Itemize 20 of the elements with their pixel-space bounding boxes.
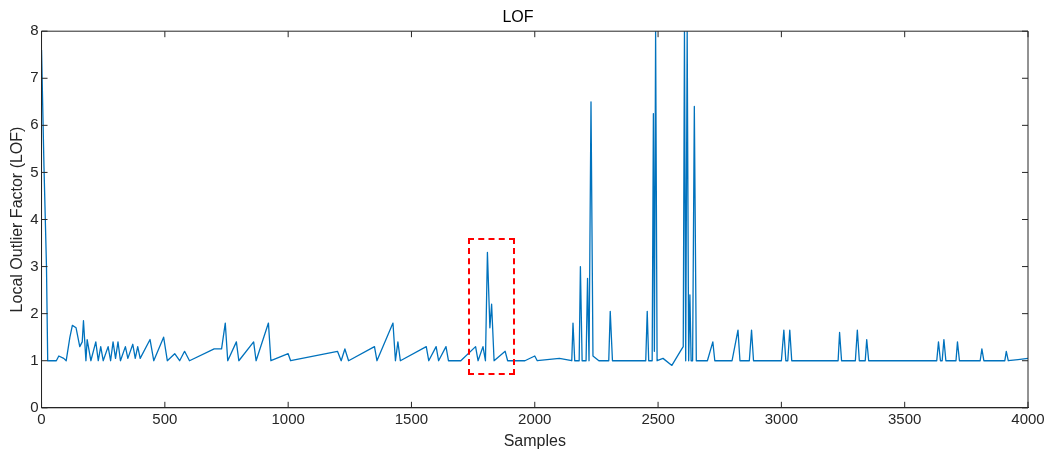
y-tick-label: 7 <box>30 68 39 86</box>
chart-title: LOF <box>502 8 534 26</box>
x-tick-label: 4000 <box>1011 409 1045 427</box>
x-tick-label: 500 <box>152 409 178 427</box>
y-tick-label: 0 <box>30 397 39 415</box>
y-tick-label: 4 <box>30 209 39 227</box>
y-tick-label: 2 <box>30 303 39 321</box>
y-tick-label: 8 <box>30 21 39 39</box>
y-axis-title: Local Outlier Factor (LOF) <box>8 126 26 313</box>
y-tick-label: 6 <box>30 115 39 133</box>
x-axis-title: Samples <box>503 431 566 449</box>
x-tick-label: 3500 <box>888 409 922 427</box>
x-tick-label: 1000 <box>271 409 305 427</box>
x-tick-label: 3000 <box>764 409 799 427</box>
x-tick-label: 2000 <box>518 409 552 427</box>
x-tick-label: 2500 <box>641 409 675 427</box>
y-tick-label: 1 <box>30 350 39 368</box>
y-tick-label: 3 <box>30 256 39 274</box>
x-tick-label: 1500 <box>394 409 429 427</box>
y-tick-label: 5 <box>30 162 39 180</box>
